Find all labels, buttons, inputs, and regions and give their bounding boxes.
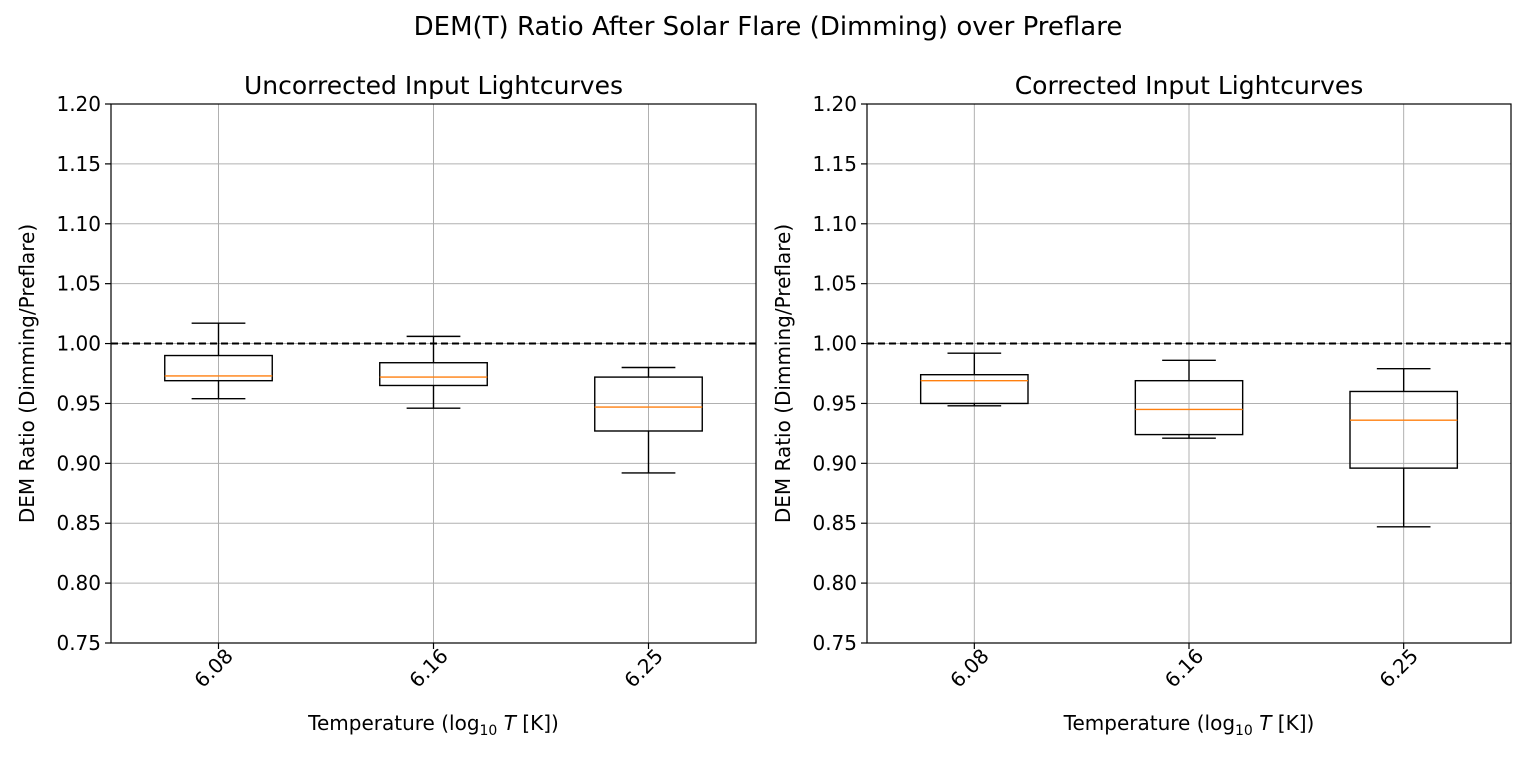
y-tick-label: 0.75	[56, 631, 101, 655]
y-tick-label: 1.20	[56, 92, 101, 116]
x-axis-label-subscript: 10	[1235, 723, 1253, 739]
x-axis-label-subscript: 10	[480, 723, 498, 739]
y-tick-label: 1.05	[812, 272, 857, 296]
subplot-title: Corrected Input Lightcurves	[1015, 71, 1364, 100]
y-tick-label: 1.10	[56, 212, 101, 236]
y-tick-label: 0.80	[56, 571, 101, 595]
box-iqr	[1134, 379, 1244, 436]
subplot-title: Uncorrected Input Lightcurves	[244, 71, 623, 100]
y-tick-label: 0.80	[812, 571, 857, 595]
y-tick-label: 0.85	[812, 511, 857, 535]
y-tick-label: 1.20	[812, 92, 857, 116]
y-tick-label: 0.90	[812, 451, 857, 475]
box-iqr	[1349, 390, 1459, 469]
subplot-1: 0.75 0.80 0.85 0.90 0.95 1.00 1.05 1.10 1.15 1.20…	[15, 71, 757, 739]
y-tick-label: 0.85	[56, 511, 101, 535]
x-axis-label-var: T	[1253, 711, 1273, 735]
x-axis-label: Temperature (log10 T [K])	[1063, 711, 1315, 739]
y-tick-label: 0.95	[812, 391, 857, 415]
y-tick-label: 1.15	[812, 152, 857, 176]
x-axis-label-text: Temperature (log	[1063, 711, 1235, 735]
y-tick-label: 1.00	[56, 332, 101, 356]
box-plot-6.25	[1349, 368, 1459, 528]
box-plot-6.16	[379, 335, 488, 409]
figure-suptitle: DEM(T) Ratio After Solar Flare (Dimming)…	[414, 12, 1123, 42]
box-plot-6.16	[1134, 359, 1244, 439]
x-axis-label-unit: [K])	[1271, 711, 1314, 735]
y-tick-label: 0.75	[812, 631, 857, 655]
y-tick-label: 1.00	[812, 332, 857, 356]
x-axis-label: Temperature (log10 T [K])	[307, 711, 559, 739]
y-axis-label: DEM Ratio (Dimming/Preflare)	[15, 224, 39, 523]
x-axis-label-var: T	[497, 711, 517, 735]
box-iqr	[919, 373, 1029, 405]
y-tick-label: 1.15	[56, 152, 101, 176]
y-tick-label: 1.05	[56, 272, 101, 296]
box-plot-6.08	[919, 352, 1029, 407]
box-iqr	[594, 376, 703, 432]
box-plot-6.25	[594, 366, 703, 474]
y-tick-label: 0.90	[56, 451, 101, 475]
y-tick-label: 1.10	[812, 212, 857, 236]
box-plot-6.08	[164, 322, 273, 400]
box-iqr	[379, 362, 488, 387]
x-axis-label-unit: [K])	[516, 711, 559, 735]
y-axis-label: DEM Ratio (Dimming/Preflare)	[771, 224, 795, 523]
box-iqr	[164, 354, 273, 382]
x-axis-label-text: Temperature (log	[307, 711, 479, 735]
y-tick-label: 0.95	[56, 391, 101, 415]
